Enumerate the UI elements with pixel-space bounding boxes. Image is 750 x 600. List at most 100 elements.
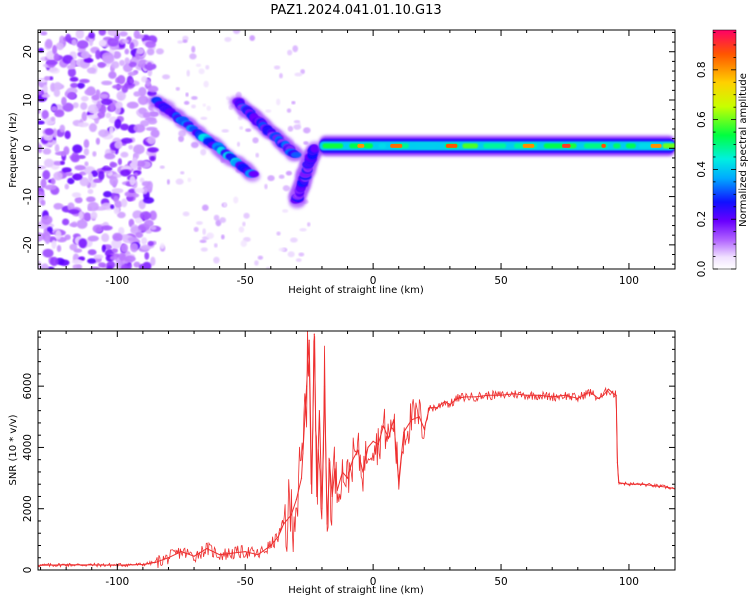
- heat-cell: [378, 143, 387, 149]
- heat-cell: [126, 101, 139, 109]
- snr-point: [346, 477, 349, 479]
- heat-cell: [191, 96, 198, 100]
- heat-cell: [83, 139, 90, 149]
- heat-cell: [73, 248, 83, 253]
- y-tick-label: 10: [22, 93, 34, 106]
- heat-cell: [303, 141, 309, 145]
- heat-cell: [77, 122, 90, 128]
- heat-cell: [136, 160, 146, 168]
- heat-cell: [122, 39, 129, 44]
- heat-cell: [40, 199, 46, 206]
- heat-cell: [119, 59, 126, 66]
- heat-cell: [71, 192, 82, 198]
- heat-cell: [95, 137, 101, 145]
- x-tick-label: -100: [105, 576, 129, 588]
- heat-hotspot: [357, 143, 365, 148]
- heat-cell: [77, 82, 85, 89]
- heat-cell: [53, 53, 60, 62]
- heat-cell: [128, 188, 137, 193]
- heat-cell: [191, 104, 196, 109]
- heat-cell: [111, 247, 118, 254]
- snr-series-noise: [38, 331, 675, 569]
- heat-cell: [160, 242, 165, 250]
- heat-cell: [121, 198, 128, 208]
- heat-cell: [98, 170, 105, 181]
- heat-cell: [114, 200, 123, 208]
- heat-cell: [282, 185, 291, 192]
- x-tick-label: -100: [105, 275, 129, 287]
- heat-feature-streak: [147, 94, 261, 183]
- heat-cell: [87, 201, 99, 212]
- snr-point: [257, 554, 259, 556]
- spectrogram-x-axis-label: Height of straight line (km): [288, 285, 424, 296]
- heat-cell: [88, 123, 98, 133]
- heat-cell: [203, 80, 209, 88]
- snr-x-axis-label: Height of straight line (km): [288, 585, 424, 596]
- heat-cell: [120, 123, 130, 131]
- snr-point: [382, 425, 384, 427]
- heat-cell: [252, 137, 259, 144]
- heat-cell: [130, 242, 139, 253]
- heat-cell: [199, 239, 207, 244]
- snr-point: [487, 394, 489, 396]
- x-tick-label: 100: [619, 275, 639, 287]
- heat-cell: [219, 217, 227, 224]
- heat-cell: [147, 118, 158, 125]
- heat-cell: [187, 177, 192, 183]
- snr-point: [613, 393, 615, 395]
- snr-point: [65, 564, 67, 566]
- heat-feature-noise-field: [38, 30, 311, 269]
- heat-cell: [238, 226, 245, 233]
- heat-cell: [72, 173, 83, 181]
- heat-cell: [128, 61, 137, 68]
- heat-cell: [54, 109, 65, 118]
- heat-cell: [120, 243, 129, 253]
- heat-cell: [59, 124, 66, 133]
- snr-point: [372, 440, 374, 442]
- heat-cell: [150, 225, 157, 231]
- heat-cell: [100, 98, 113, 106]
- heat-cell: [51, 239, 57, 250]
- heat-cell: [303, 127, 311, 134]
- heat-cell: [67, 67, 77, 78]
- heat-cell: [96, 100, 102, 109]
- heat-cell: [62, 54, 74, 64]
- snr-point: [564, 394, 566, 396]
- heat-cell: [240, 240, 247, 247]
- heat-cell: [44, 128, 54, 136]
- heat-cell: [139, 177, 145, 183]
- snr-point: [352, 459, 354, 461]
- heat-cell: [72, 144, 83, 154]
- heat-cell: [56, 244, 62, 252]
- heat-cell: [141, 237, 148, 245]
- heat-cell: [124, 48, 130, 55]
- heat-cell: [213, 243, 218, 248]
- heat-cell: [98, 30, 107, 36]
- heat-cell: [53, 171, 63, 181]
- heat-cell: [44, 184, 57, 191]
- heat-cell: [144, 219, 154, 228]
- heat-cell: [60, 160, 65, 165]
- heat-cell: [114, 140, 123, 149]
- y-tick-label: -10: [22, 188, 34, 205]
- snr-point: [653, 485, 656, 487]
- heat-cell: [101, 166, 113, 171]
- heat-cell: [120, 151, 129, 158]
- heat-cell: [150, 256, 156, 267]
- snr-point: [616, 462, 619, 464]
- heat-cell: [213, 214, 220, 221]
- snr-point: [436, 407, 438, 409]
- heat-cell: [40, 31, 48, 36]
- snr-point: [513, 393, 515, 395]
- colorbar-tick-label: 0.6: [696, 111, 708, 128]
- heat-cell: [95, 49, 101, 60]
- heat-hotspot: [522, 143, 535, 148]
- heat-cell: [137, 166, 142, 171]
- y-tick-label: 20: [22, 45, 34, 58]
- heat-hotspot: [650, 143, 662, 148]
- heat-cell: [149, 210, 157, 221]
- heat-cell: [87, 258, 97, 264]
- heat-cell: [69, 76, 79, 82]
- heat-cell: [90, 211, 98, 220]
